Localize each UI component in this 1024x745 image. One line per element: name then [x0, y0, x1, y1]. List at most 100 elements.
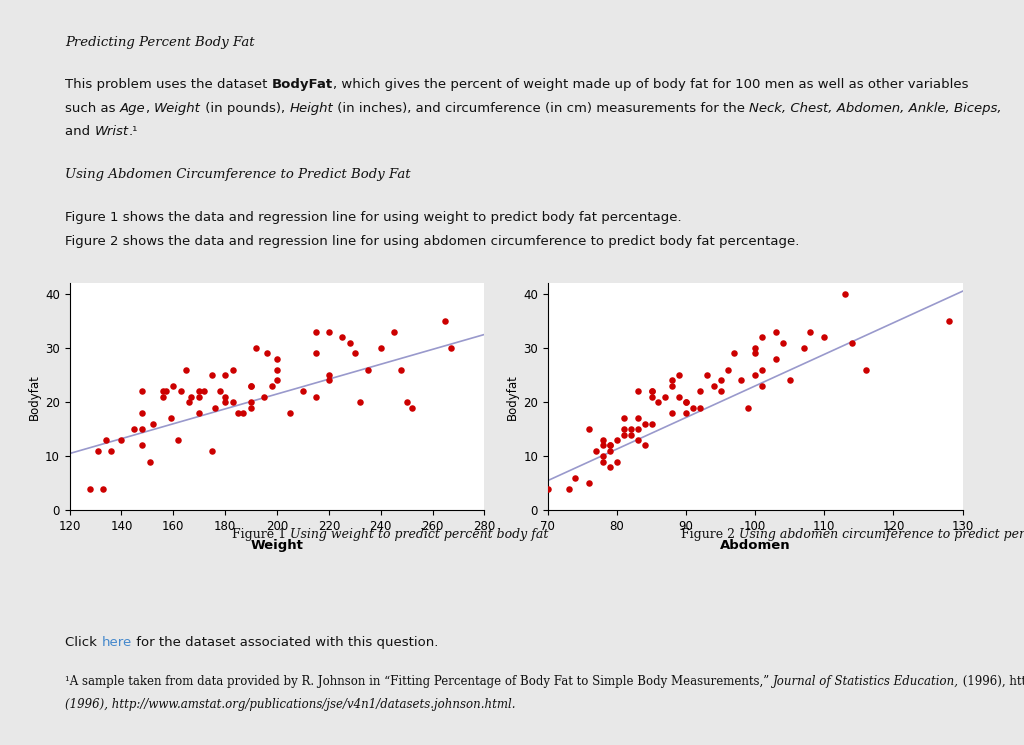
Text: Predicting Percent Body Fat: Predicting Percent Body Fat	[66, 37, 255, 49]
Text: Neck, Chest, Abdomen, Ankle, Biceps,: Neck, Chest, Abdomen, Ankle, Biceps,	[750, 101, 1002, 115]
Point	[398, 396, 415, 408]
Point	[307, 326, 324, 337]
Point	[837, 288, 853, 300]
Point	[781, 375, 798, 387]
Point	[170, 434, 186, 446]
Point	[844, 337, 860, 349]
Text: such as: such as	[66, 101, 120, 115]
Text: here: here	[101, 636, 132, 649]
Point	[581, 423, 597, 435]
Text: Height: Height	[290, 101, 333, 115]
Point	[165, 380, 181, 392]
Point	[341, 337, 357, 349]
Point	[263, 380, 280, 392]
Point	[258, 347, 274, 359]
Point	[748, 369, 764, 381]
Point	[588, 445, 604, 457]
Point	[602, 461, 618, 473]
Point	[698, 369, 715, 381]
Point	[230, 407, 247, 419]
Point	[630, 385, 646, 397]
Point	[678, 407, 694, 419]
Point	[90, 445, 106, 457]
Point	[155, 385, 171, 397]
Point	[623, 428, 639, 440]
Point	[664, 375, 680, 387]
Point	[774, 337, 791, 349]
Point	[114, 434, 130, 446]
Point	[126, 423, 142, 435]
Text: Click: Click	[66, 636, 101, 649]
Point	[692, 385, 709, 397]
Point	[346, 347, 362, 359]
Point	[754, 380, 770, 392]
X-axis label: Weight: Weight	[251, 539, 303, 551]
Point	[706, 380, 722, 392]
Point	[657, 391, 674, 403]
Point	[403, 402, 420, 413]
Point	[103, 445, 120, 457]
Point	[726, 347, 742, 359]
Point	[173, 385, 189, 397]
Point	[442, 342, 459, 354]
Point	[224, 396, 241, 408]
Point	[857, 364, 873, 375]
Point	[197, 385, 213, 397]
Point	[754, 332, 770, 343]
Text: Figure 1: Figure 1	[231, 528, 290, 541]
Point	[248, 342, 264, 354]
Point	[158, 385, 174, 397]
Text: (1996), http://www.amstat.org/publications/jse/v4n1/datasets.johnson.html.: (1996), http://www.amstat.org/publicatio…	[959, 674, 1024, 688]
Point	[636, 418, 653, 430]
Point	[134, 423, 151, 435]
Point	[217, 391, 233, 403]
Y-axis label: Bodyfat: Bodyfat	[506, 374, 519, 419]
Point	[740, 402, 757, 413]
Point	[678, 396, 694, 408]
Point	[608, 434, 625, 446]
Point	[282, 407, 298, 419]
Point	[713, 385, 729, 397]
Text: (in inches), and circumference (in cm) measurements for the: (in inches), and circumference (in cm) m…	[333, 101, 750, 115]
Text: Wrist: Wrist	[95, 125, 129, 139]
Point	[671, 391, 687, 403]
Point	[243, 396, 259, 408]
Point	[615, 423, 632, 435]
Point	[236, 407, 252, 419]
Point	[95, 483, 112, 495]
Point	[243, 402, 259, 413]
Point	[940, 315, 956, 327]
Point	[692, 402, 709, 413]
Point	[608, 456, 625, 468]
Point	[307, 347, 324, 359]
Point	[144, 418, 161, 430]
Point	[650, 396, 667, 408]
Point	[321, 369, 337, 381]
Point	[602, 440, 618, 451]
Point	[630, 413, 646, 425]
Text: Age: Age	[120, 101, 145, 115]
Text: and: and	[66, 125, 95, 139]
Text: ¹A sample taken from data provided by R. Johnson in “Fitting Percentage of Body : ¹A sample taken from data provided by R.…	[66, 674, 773, 688]
Point	[595, 434, 611, 446]
X-axis label: Abdomen: Abdomen	[720, 539, 791, 551]
Point	[664, 407, 680, 419]
Point	[163, 413, 179, 425]
Text: , which gives the percent of weight made up of body fat for 100 men as well as o: , which gives the percent of weight made…	[333, 77, 969, 91]
Point	[295, 385, 311, 397]
Point	[623, 423, 639, 435]
Point	[217, 369, 233, 381]
Point	[595, 456, 611, 468]
Point	[615, 413, 632, 425]
Point	[595, 450, 611, 462]
Point	[719, 364, 735, 375]
Point	[191, 385, 208, 397]
Point	[385, 326, 401, 337]
Point	[671, 369, 687, 381]
Point	[204, 445, 220, 457]
Point	[207, 402, 223, 413]
Point	[352, 396, 369, 408]
Point	[733, 375, 750, 387]
Point	[643, 385, 659, 397]
Text: .¹: .¹	[129, 125, 138, 139]
